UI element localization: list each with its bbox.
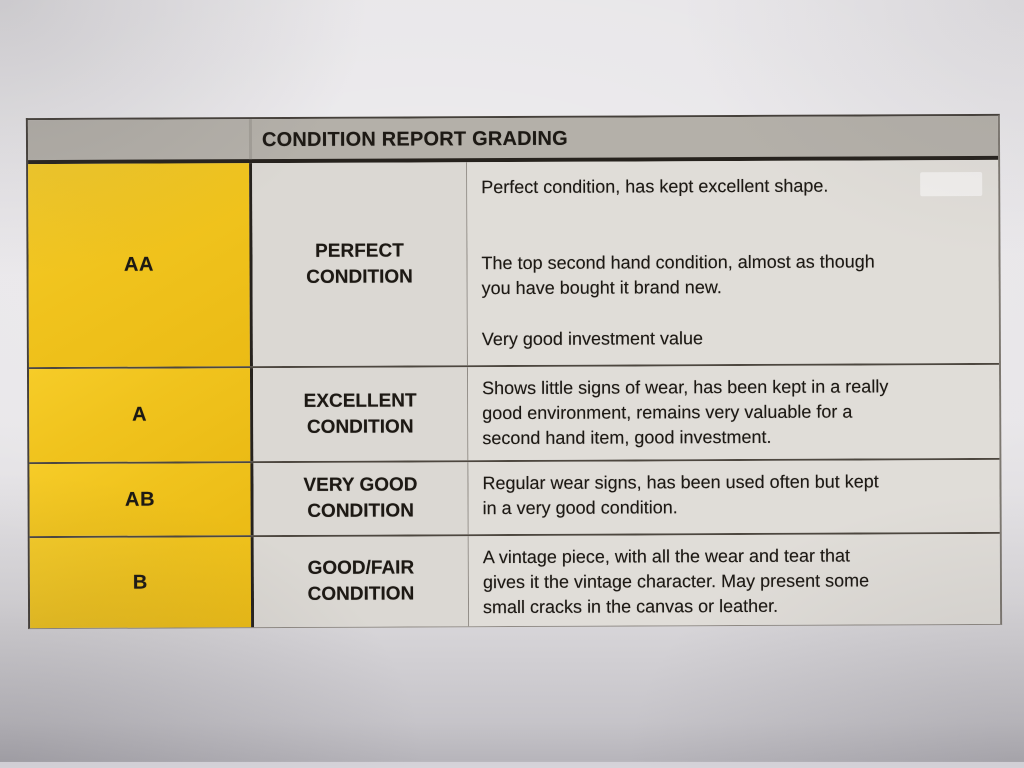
grade-row-a: A EXCELLENT CONDITION Shows little signs…	[28, 364, 1000, 465]
grade-label: B	[132, 571, 148, 594]
grade-cell: AA	[28, 163, 253, 368]
description-paragraph: Very good investment value	[481, 328, 704, 350]
description-paragraph: Shows little signs of wear, has been kep…	[482, 376, 889, 449]
table-title: CONDITION REPORT GRADING	[261, 127, 568, 151]
condition-grading-table: CONDITION REPORT GRADING AA PERFECT COND…	[25, 113, 1003, 630]
grade-row-b: B GOOD/FAIR CONDITION A vintage piece, w…	[29, 533, 1001, 629]
grade-label: A	[132, 403, 148, 426]
grade-row-ab: AB VERY GOOD CONDITION Regular wear sign…	[29, 459, 1000, 539]
description-cell: A vintage piece, with all the wear and t…	[468, 533, 1001, 627]
description-cell: Perfect condition, has kept excellent sh…	[467, 159, 999, 366]
photo-bottom-edge	[0, 762, 1024, 768]
description-cell: Regular wear signs, has been used often …	[468, 459, 1000, 535]
grade-row-aa: AA PERFECT CONDITION Perfect condition, …	[28, 159, 999, 370]
whiteout-patch	[920, 171, 983, 197]
description-paragraph: The top second hand condition, almost as…	[481, 251, 875, 299]
grade-cell: A	[28, 368, 254, 463]
grade-cell: B	[29, 537, 255, 629]
condition-name-cell: EXCELLENT CONDITION	[252, 367, 469, 462]
description-cell: Shows little signs of wear, has been kep…	[467, 364, 1000, 461]
description-paragraph: A vintage piece, with all the wear and t…	[482, 545, 870, 618]
description-paragraph: Regular wear signs, has been used often …	[482, 471, 879, 519]
description-paragraph: Perfect condition, has kept excellent sh…	[481, 175, 829, 198]
condition-name-cell: GOOD/FAIR CONDITION	[253, 536, 470, 628]
condition-name-cell: PERFECT CONDITION	[252, 162, 468, 367]
condition-name-cell: VERY GOOD CONDITION	[253, 462, 469, 536]
table-header-row: CONDITION REPORT GRADING	[27, 115, 999, 165]
grade-label: AB	[124, 488, 156, 511]
grade-label: AA	[123, 253, 155, 276]
header-empty-cell	[27, 119, 253, 161]
grade-cell: AB	[29, 463, 254, 537]
